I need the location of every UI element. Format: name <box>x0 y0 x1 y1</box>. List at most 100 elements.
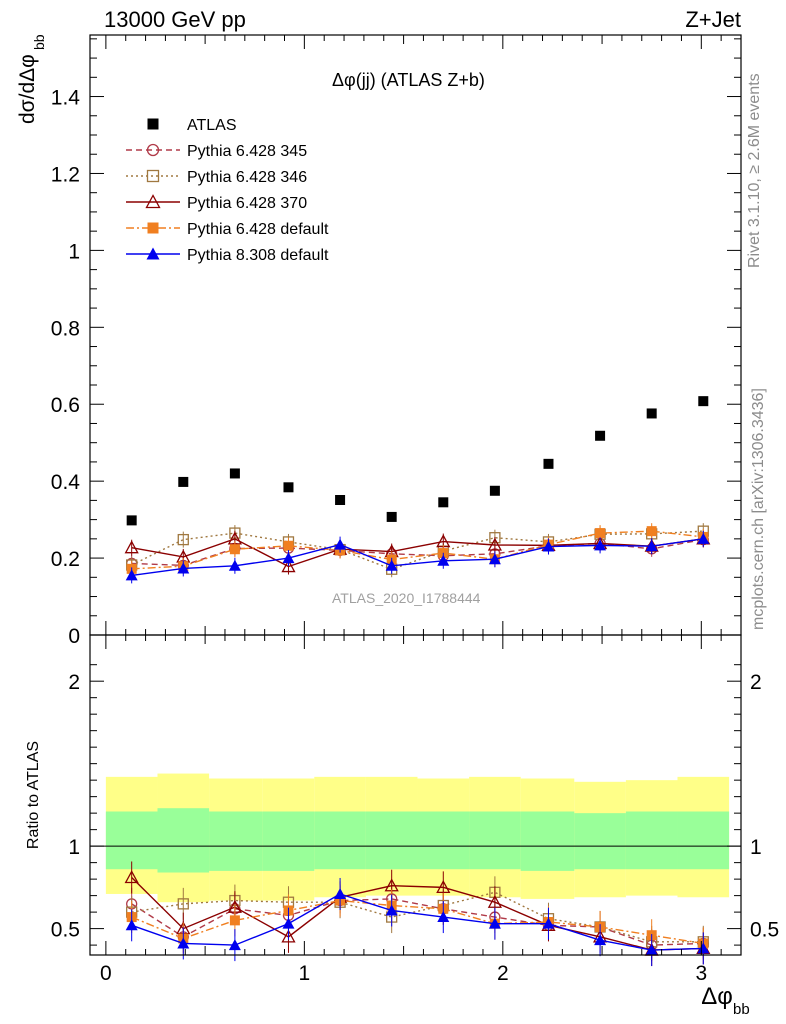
ratio-y-tick-label-right: 0.5 <box>750 919 779 942</box>
data-point <box>595 528 606 539</box>
data-point <box>228 559 241 571</box>
legend-marker <box>146 247 160 260</box>
ratio-y-tick-label-right: 2 <box>750 671 762 694</box>
data-point <box>646 526 657 537</box>
data-point <box>385 559 398 571</box>
ratio-band-inner <box>677 811 730 870</box>
data-point <box>697 532 710 544</box>
ratio-point <box>594 934 607 946</box>
x-tick-label: 1 <box>299 962 311 985</box>
data-point <box>487 537 502 551</box>
ratio-point <box>542 917 555 929</box>
series-line-2 <box>131 530 704 570</box>
plot-title: Δφ(jj) (ATLAS Z+b) <box>332 70 485 90</box>
ratio-band-inner <box>365 811 418 870</box>
data-point <box>124 540 139 554</box>
legend-label: Pythia 6.428 370 <box>187 195 307 212</box>
data-point <box>542 540 555 552</box>
ratio-point <box>229 915 240 926</box>
y-tick-label: 1.2 <box>51 163 80 186</box>
ratio-line-2 <box>131 876 704 951</box>
ratio-point <box>177 898 189 910</box>
data-point <box>488 553 501 565</box>
legend-label: Pythia 6.428 345 <box>187 143 307 160</box>
ratio-y-axis-label: Ratio to ATLAS <box>25 741 42 849</box>
legend-label: Pythia 6.428 346 <box>187 169 307 186</box>
data-point <box>282 552 295 564</box>
ratio-band-inner <box>157 808 210 873</box>
ratio-band-inner <box>105 811 158 870</box>
data-point <box>283 540 294 551</box>
ratio-y-tick-label: 2 <box>68 671 80 694</box>
legend-marker <box>146 143 160 157</box>
ratio-band-inner <box>574 813 626 870</box>
ratio-band-inner <box>520 811 575 871</box>
ratio-point <box>334 887 347 899</box>
ratio-point <box>228 939 241 951</box>
x-tick-label: 3 <box>695 962 707 985</box>
legend-label: Pythia 8.308 default <box>187 247 329 264</box>
ratio-y-tick-label-right: 1 <box>750 836 762 859</box>
legend-marker <box>147 118 159 130</box>
ratio-point <box>437 911 450 923</box>
ratio-band-inner <box>469 811 521 870</box>
series-line-5 <box>131 538 704 577</box>
ratio-band-inner <box>417 811 470 870</box>
data-point <box>229 468 240 479</box>
ratio-point <box>281 929 296 943</box>
series-line-4 <box>131 530 704 570</box>
ratio-line-1 <box>131 891 704 943</box>
data-point <box>489 485 500 496</box>
ratio-y-tick-label: 0.5 <box>51 919 80 942</box>
data-point <box>438 497 449 508</box>
ratio-point <box>125 919 138 931</box>
y-tick-label: 0.2 <box>51 548 80 571</box>
x-tick-label: 0 <box>100 962 112 985</box>
mcplots-label: mcplots.cern.ch [arXiv:1306.3436] <box>750 388 767 630</box>
x-tick-label: 2 <box>497 962 509 985</box>
ratio-point <box>488 917 501 929</box>
y-tick-label: 0.6 <box>51 394 80 417</box>
data-point <box>177 533 189 546</box>
rivet-version-label: Rivet 3.1.10, ≥ 2.6M events <box>746 73 763 268</box>
ratio-point <box>124 870 139 884</box>
y-axis-label: dσ/dΔφ <box>16 54 39 124</box>
ratio-line-3 <box>131 899 704 945</box>
ratio-frame <box>89 634 742 956</box>
y-tick-label: 1.4 <box>51 87 81 110</box>
data-point <box>646 408 657 419</box>
y-tick-label: 0.8 <box>51 317 80 340</box>
ratio-y-tick-label: 1 <box>68 836 80 859</box>
data-point <box>595 430 606 441</box>
ratio-point <box>177 937 190 949</box>
series-line-3 <box>131 538 704 568</box>
ratio-point <box>385 904 398 916</box>
y-tick-label: 0 <box>68 625 80 648</box>
legend-marker <box>147 222 159 234</box>
data-point <box>386 511 397 522</box>
ratio-band-inner <box>625 811 678 870</box>
x-axis-label: Δφ <box>701 983 733 1010</box>
ratio-point <box>282 917 295 929</box>
data-point <box>698 396 709 407</box>
data-point <box>437 554 450 566</box>
ratio-line-4 <box>131 893 704 951</box>
y-tick-label: 1 <box>68 240 80 263</box>
legend-marker <box>146 169 160 183</box>
data-point <box>335 495 346 505</box>
data-point <box>126 515 137 526</box>
legend-label: Pythia 6.428 default <box>187 221 329 238</box>
legend-label: ATLAS <box>187 117 237 134</box>
data-point <box>178 476 189 487</box>
x-axis-label-subscript: bb <box>733 1001 750 1018</box>
ratio-band-inner <box>314 811 366 870</box>
legend-marker <box>145 194 161 209</box>
data-point <box>543 458 554 469</box>
data-point <box>229 544 240 555</box>
y-axis-label-subscript: bb <box>31 34 47 50</box>
header-process: 13000 GeV pp <box>104 7 246 32</box>
ratio-band-inner <box>262 811 315 871</box>
ratio-point <box>645 944 658 956</box>
watermark: ATLAS_2020_I1788444 <box>332 590 481 606</box>
